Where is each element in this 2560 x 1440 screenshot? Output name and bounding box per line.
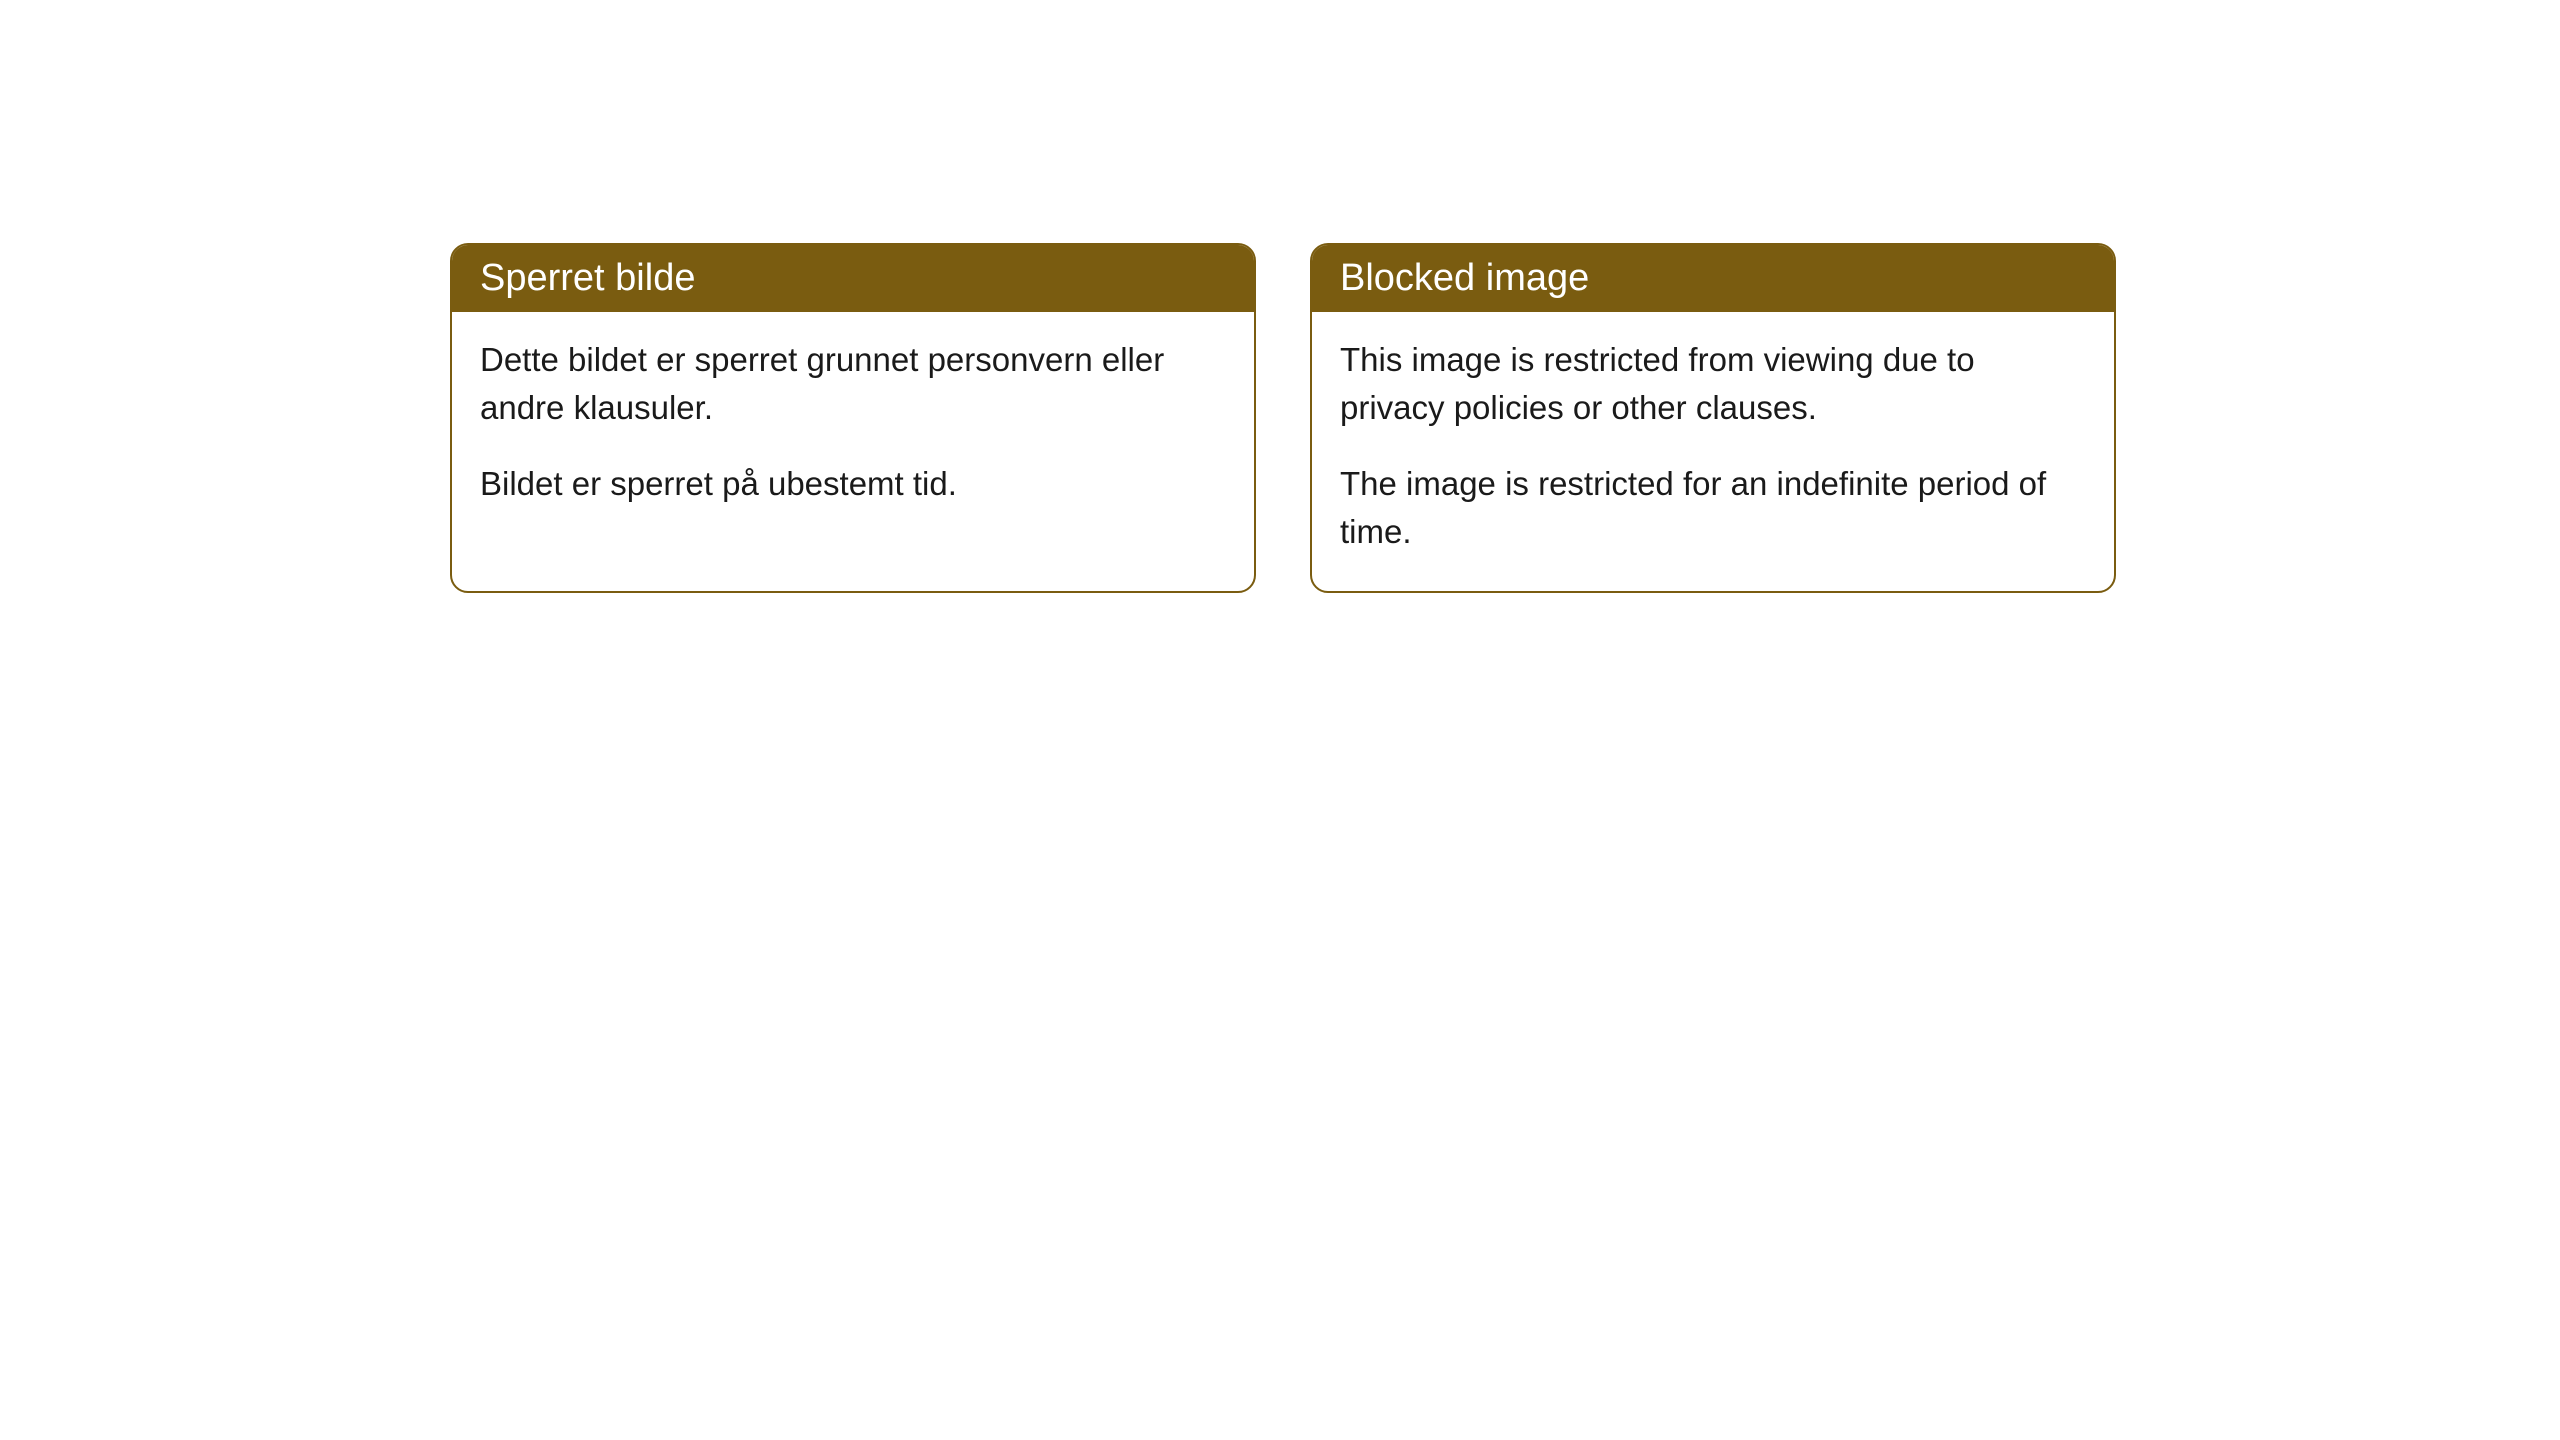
card-header: Blocked image [1312,245,2114,312]
card-body: Dette bildet er sperret grunnet personve… [452,312,1254,544]
card-body: This image is restricted from viewing du… [1312,312,2114,591]
card-paragraph: The image is restricted for an indefinit… [1340,460,2086,556]
card-title: Sperret bilde [480,257,695,299]
notice-container: Sperret bilde Dette bildet er sperret gr… [0,0,2560,593]
card-title: Blocked image [1340,257,1589,299]
card-paragraph: Dette bildet er sperret grunnet personve… [480,336,1226,432]
notice-card-english: Blocked image This image is restricted f… [1310,243,2116,593]
card-header: Sperret bilde [452,245,1254,312]
card-paragraph: Bildet er sperret på ubestemt tid. [480,460,1226,508]
card-paragraph: This image is restricted from viewing du… [1340,336,2086,432]
notice-card-norwegian: Sperret bilde Dette bildet er sperret gr… [450,243,1256,593]
